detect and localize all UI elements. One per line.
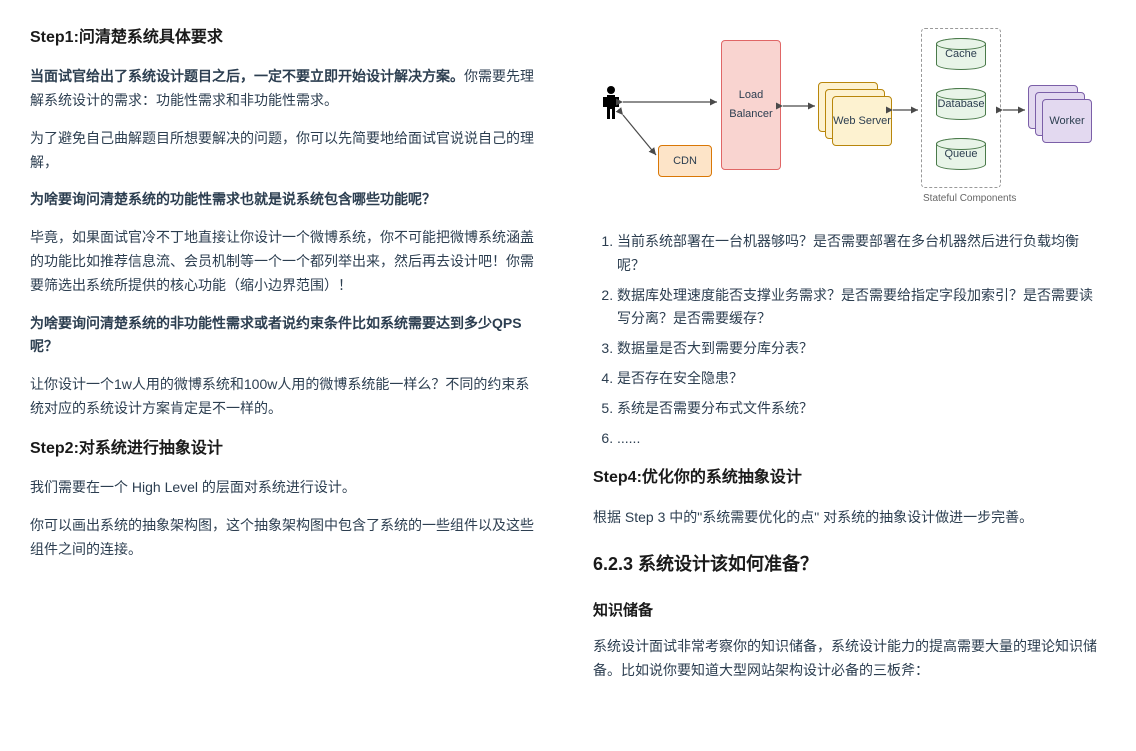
- step2-title: Step2:对系统进行抽象设计: [30, 435, 543, 462]
- cdn-box: CDN: [658, 145, 712, 177]
- optimization-questions-list: 当前系统部署在一台机器够吗？是否需要部署在多台机器然后进行负载均衡呢？ 数据库处理…: [617, 230, 1106, 450]
- step2-p1: 我们需要在一个 High Level 的层面对系统进行设计。: [30, 476, 543, 500]
- step1-q1-bold: 为啥要询问清楚系统的功能性需求也就是说系统包含哪些功能呢？: [30, 191, 436, 207]
- list-item: 当前系统部署在一台机器够吗？是否需要部署在多台机器然后进行负载均衡呢？: [617, 230, 1106, 278]
- list-item: ......: [617, 427, 1106, 451]
- cache-cyl: Cache: [936, 38, 986, 70]
- section-623-title: 6.2.3 系统设计该如何准备？: [593, 549, 1106, 580]
- queue-cyl: Queue: [936, 138, 986, 170]
- step1-p2: 为了避免自己曲解题目所想要解决的问题，你可以先简要地给面试官说说自己的理解，: [30, 127, 543, 175]
- step1-p3: 毕竟，如果面试官冷不丁地直接让你设计一个微博系统，你不可能把微博系统涵盖的功能比…: [30, 226, 543, 297]
- cache-label: Cache: [945, 45, 977, 64]
- list-item: 数据库处理速度能否支撑业务需求？是否需要给指定字段加索引？是否需要读写分离？是否…: [617, 284, 1106, 332]
- step1-p1-bold: 当面试官给出了系统设计题目之后，一定不要立即开始设计解决方案。: [30, 68, 464, 84]
- web-box-1: Web Server: [832, 96, 892, 146]
- step4-p1: 根据 Step 3 中的"系统需要优化的点" 对系统的抽象设计做进一步完善。: [593, 506, 1106, 530]
- lb-box: Load Balancer: [721, 40, 781, 170]
- lb-label: Load Balancer: [722, 86, 780, 123]
- architecture-diagram: CDN Load Balancer Web Server Stateful Co…: [593, 20, 1106, 210]
- knowledge-heading: 知识储备: [593, 598, 1106, 624]
- list-item: 是否存在安全隐患？: [617, 367, 1106, 391]
- step1-title: Step1:问清楚系统具体要求: [30, 24, 543, 51]
- step1-q2-bold: 为啥要询问清楚系统的非功能性需求或者说约束条件比如系统需要达到多少QPS呢？: [30, 315, 522, 355]
- list-item: 数据量是否大到需要分库分表？: [617, 337, 1106, 361]
- step1-p1: 当面试官给出了系统设计题目之后，一定不要立即开始设计解决方案。你需要先理解系统设…: [30, 65, 543, 113]
- worker-box-1: Worker: [1042, 99, 1092, 143]
- list-item: 系统是否需要分布式文件系统？: [617, 397, 1106, 421]
- step4-title: Step4:优化你的系统抽象设计: [593, 464, 1106, 491]
- database-cyl: Database: [936, 88, 986, 120]
- database-label: Database: [937, 95, 984, 114]
- person-icon: [601, 85, 621, 134]
- stateful-label: Stateful Components: [923, 190, 1016, 207]
- cdn-label: CDN: [673, 152, 697, 171]
- queue-label: Queue: [944, 145, 977, 164]
- step2-p2: 你可以画出系统的抽象架构图，这个抽象架构图中包含了系统的一些组件以及这些组件之间…: [30, 514, 543, 562]
- step1-q2: 为啥要询问清楚系统的非功能性需求或者说约束条件比如系统需要达到多少QPS呢？: [30, 312, 543, 360]
- knowledge-p1: 系统设计面试非常考察你的知识储备，系统设计能力的提高需要大量的理论知识储备。比如…: [593, 635, 1106, 683]
- web-label: Web Server: [833, 112, 891, 131]
- worker-label: Worker: [1049, 112, 1084, 131]
- step1-q1: 为啥要询问清楚系统的功能性需求也就是说系统包含哪些功能呢？: [30, 188, 543, 212]
- step1-p4: 让你设计一个1w人用的微博系统和100w人用的微博系统能一样么？不同的约束系统对…: [30, 373, 543, 421]
